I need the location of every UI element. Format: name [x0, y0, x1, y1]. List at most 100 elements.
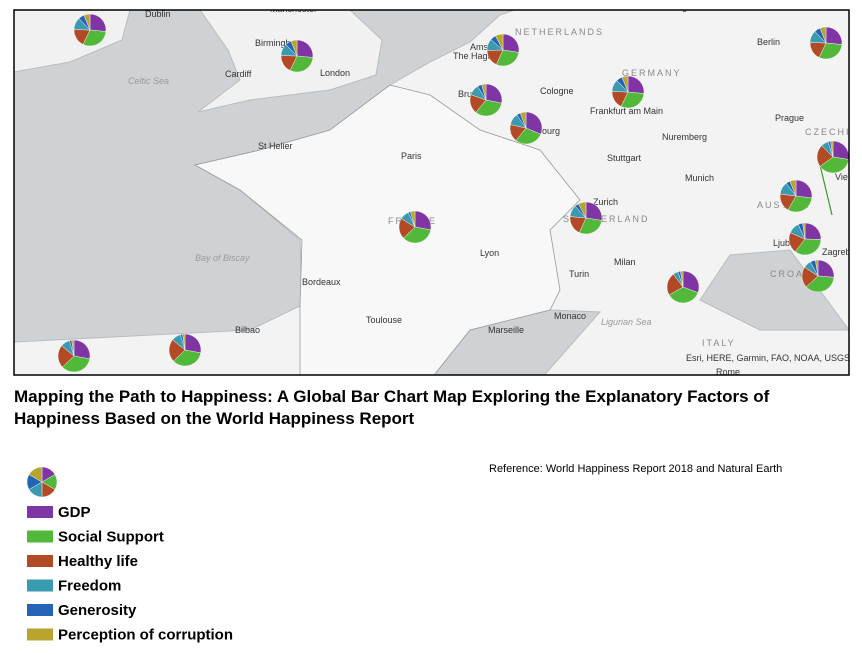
place-label: Zurich	[593, 197, 618, 207]
place-label: SWITZERLAND	[563, 214, 650, 224]
pie-slice	[795, 179, 813, 199]
pie-slice	[82, 29, 107, 47]
place-label: Bilbao	[235, 325, 260, 335]
pie-slice	[496, 49, 520, 67]
place-label: Cologne	[540, 86, 574, 96]
pie-slice	[403, 226, 431, 244]
pie-slice	[173, 349, 201, 367]
pie-slice	[794, 238, 822, 256]
place-label: Vienna	[835, 172, 862, 182]
place-label: London	[320, 68, 350, 78]
pie-slice	[414, 210, 432, 231]
legend-swatch	[27, 579, 53, 592]
place-label: GERMANY	[622, 68, 682, 78]
place-label: Cardiff	[225, 69, 252, 79]
pie-slice	[184, 333, 202, 354]
map-border	[13, 9, 850, 376]
place-label: Bay of Biscay	[195, 253, 250, 263]
pie-slice	[495, 33, 504, 51]
legend-swatch	[27, 628, 53, 641]
place-label: Turin	[569, 269, 589, 279]
place-label: Berlin	[757, 37, 780, 47]
legend-label: Freedom	[58, 578, 121, 595]
pie-slice	[682, 270, 700, 293]
reference: Reference: World Happiness Report 2018 a…	[489, 463, 782, 475]
pie-slice	[805, 275, 835, 293]
place-label: Monaco	[554, 311, 586, 321]
pie-slice	[73, 339, 91, 360]
place-label: Lyon	[480, 248, 499, 258]
pie-slice	[579, 217, 603, 235]
leader-line	[819, 164, 833, 216]
pie-slice	[481, 83, 487, 101]
title: Mapping the Path to Happiness: A Global …	[14, 387, 770, 428]
pie-slice	[815, 259, 819, 277]
place-label: AUSTRIA	[757, 200, 810, 210]
pie-slice	[290, 39, 298, 57]
place-label: St Helier	[258, 141, 293, 151]
pie-slice	[62, 355, 90, 373]
place-label: CROATIA	[770, 269, 823, 279]
place-label: Zagreb	[822, 247, 851, 257]
place-label: Bordeaux	[302, 277, 341, 287]
legend-swatch	[27, 604, 53, 616]
pie-slice	[182, 333, 186, 351]
pie-slice	[525, 111, 543, 135]
place-label: The Hague	[453, 51, 498, 61]
legend-icon	[26, 466, 58, 498]
legend-swatch	[27, 506, 53, 518]
legend-icon-slice	[28, 466, 43, 483]
place-label: Prague	[775, 113, 804, 123]
legend-label: Perception of corruption	[58, 627, 233, 644]
pie-slice	[71, 339, 75, 357]
pie-slice	[787, 195, 813, 213]
legend-label: Social Support	[58, 529, 164, 546]
pie-slice	[621, 75, 629, 93]
pies	[57, 13, 849, 373]
pie-slice	[680, 270, 684, 288]
place-label: Paris	[401, 151, 422, 161]
place-label: Birmingham	[255, 38, 303, 48]
legend-label: GDP	[58, 504, 91, 521]
pie-slice	[515, 127, 541, 145]
place-label: Celtic Sea	[128, 76, 169, 86]
pie-slice	[819, 26, 827, 44]
place-label: Manchester	[270, 4, 317, 14]
pie-slice	[789, 179, 797, 197]
legend-swatch	[27, 555, 53, 567]
place-label: Frankfurt am Main	[590, 106, 663, 116]
pie-slice	[296, 39, 314, 58]
pie-slice	[578, 201, 587, 219]
pie-slice	[502, 33, 520, 53]
pie-slice	[830, 140, 834, 158]
legend: GDP Social Support Healthy life Freedom Gene…	[27, 504, 233, 644]
place-label: Milan	[614, 257, 636, 267]
pie-slice	[627, 75, 645, 94]
place-label: Stuttgart	[607, 153, 642, 163]
pie-slice	[585, 201, 603, 221]
place-label: Ligurian Sea	[601, 317, 652, 327]
pie-slice	[475, 99, 502, 117]
pie-slice	[485, 83, 503, 104]
place-label: Toulouse	[366, 315, 402, 325]
place-label: Rome	[716, 367, 740, 377]
pie-slice	[83, 13, 91, 31]
attribution: Esri, HERE, Garmin, FAO, NOAA, USGS	[686, 353, 850, 363]
pie-slice	[289, 55, 314, 73]
legend-label: Generosity	[58, 602, 137, 619]
pie-slice	[410, 210, 416, 228]
place-label: ITALY	[702, 338, 736, 348]
country	[193, 84, 581, 375]
place-label: NETHERLANDS	[515, 27, 604, 37]
pie-slice	[802, 222, 806, 240]
place-label: CZECHIA	[805, 127, 859, 137]
pie-slice	[825, 26, 843, 45]
legend-label: Healthy life	[58, 553, 138, 570]
map: Dublin Manchester Hamburg Birmingham Berlin N…	[14, 2, 862, 377]
pie-slice	[519, 111, 527, 129]
place-label: Hamburg	[650, 2, 687, 12]
pie-slice	[818, 42, 843, 60]
place-label: Dublin	[145, 9, 171, 19]
legend-swatch	[27, 530, 53, 543]
